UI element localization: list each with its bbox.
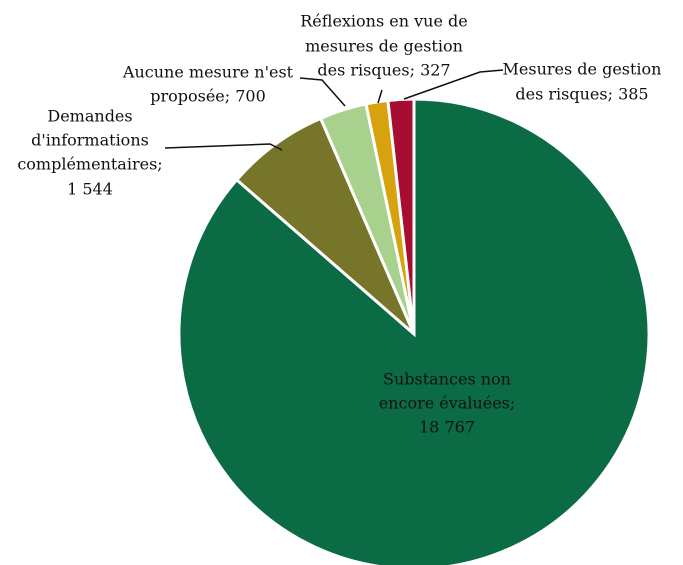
data-label: mesures de gestion [305, 37, 463, 56]
data-label: des risques; 385 [515, 85, 648, 104]
data-label: Mesures de gestion [503, 60, 662, 79]
data-label: 18 767 [419, 418, 475, 437]
data-label: Demandes [47, 107, 132, 126]
leader-line [299, 77, 346, 107]
leader-line [403, 69, 504, 100]
data-label: proposée; 700 [150, 87, 266, 106]
data-label: complémentaires; [17, 155, 162, 174]
data-label: des risques; 327 [317, 61, 450, 80]
data-label: Substances non [383, 370, 511, 389]
data-label: d'informations [31, 131, 149, 150]
pie-slice [386, 97, 416, 335]
data-label: 1 544 [67, 180, 113, 199]
data-label: encore évaluées; [379, 394, 516, 413]
data-label: Aucune mesure n'est [122, 63, 294, 82]
data-label: Réflexions en vue de [300, 12, 468, 31]
leader-line [164, 143, 283, 151]
pie-slice [234, 116, 416, 336]
leader-line [377, 89, 383, 104]
